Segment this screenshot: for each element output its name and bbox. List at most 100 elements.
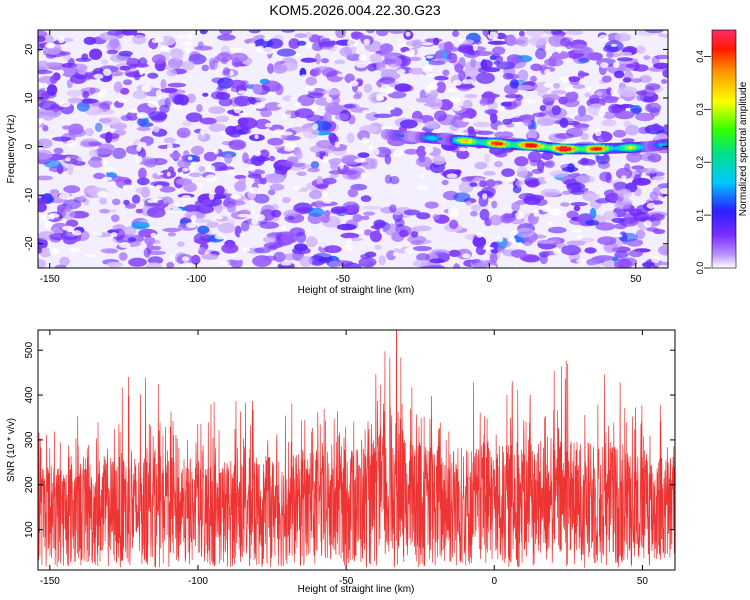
heatmap-cell [363, 38, 371, 46]
heatmap-cell [380, 51, 394, 58]
heatmap-cell [447, 88, 458, 92]
heatmap-cell [429, 258, 445, 264]
heatmap-cell [254, 151, 262, 157]
heatmap-cell [292, 186, 301, 191]
heatmap-cell [126, 57, 141, 68]
heatmap-cell [72, 230, 82, 236]
heatmap-cell [530, 63, 543, 72]
heatmap-y-tick-label: -10 [24, 187, 35, 202]
signal-track-mark [464, 139, 470, 143]
heatmap-cell [58, 70, 65, 75]
heatmap-cell [447, 207, 459, 215]
heatmap-cell [579, 127, 589, 132]
heatmap-cell [561, 245, 581, 256]
heatmap-cell [421, 42, 434, 46]
heatmap-cell [527, 151, 542, 163]
signal-track-mark [437, 137, 443, 141]
heatmap-cell [453, 169, 462, 175]
heatmap-cell [159, 186, 176, 193]
heatmap-cell [219, 261, 230, 265]
heatmap-cell [101, 158, 108, 166]
heatmap-cell [190, 254, 201, 265]
heatmap-cell [162, 227, 181, 233]
heatmap-cell [122, 184, 135, 189]
heatmap-cell [473, 121, 491, 128]
heatmap-cell [100, 59, 109, 65]
heatmap-cell [452, 79, 462, 86]
heatmap-cell [202, 92, 209, 97]
heatmap-cell [114, 123, 127, 131]
heatmap-cell [102, 68, 112, 76]
heatmap-cell [322, 155, 328, 164]
heatmap-cell [379, 228, 384, 234]
heatmap-cell [594, 263, 603, 268]
heatmap-cell [39, 100, 58, 111]
heatmap-cell [58, 101, 71, 108]
signal-track-mark [658, 143, 664, 147]
heatmap-cell [446, 173, 458, 179]
heatmap-cell [572, 43, 589, 54]
snr-y-tick-label: 500 [24, 341, 35, 358]
heatmap-cell [346, 132, 355, 144]
heatmap-cell [544, 68, 551, 76]
heatmap-cell [218, 97, 233, 107]
heatmap-cell [100, 248, 118, 254]
signal-track-mark [628, 146, 633, 150]
heatmap-cell [123, 79, 133, 86]
heatmap-cell [287, 215, 295, 221]
heatmap-cell [389, 176, 400, 185]
signal-track-mark [452, 138, 458, 142]
heatmap-cell [552, 247, 561, 255]
heatmap-cell [639, 75, 652, 83]
heatmap-cell [505, 34, 517, 47]
heatmap-cell [67, 163, 74, 176]
heatmap-cell [255, 97, 266, 102]
heatmap-cell [392, 251, 399, 257]
heatmap-cell [229, 70, 234, 77]
heatmap-cell [578, 171, 584, 175]
heatmap-cell [612, 61, 620, 68]
heatmap-cell [251, 217, 259, 226]
heatmap-cell [66, 89, 83, 97]
signal-track-mark [529, 144, 534, 147]
heatmap-cell [632, 177, 651, 186]
colorbar-tick-label: 0.1 [695, 209, 705, 222]
heatmap-cell [556, 46, 562, 54]
heatmap-cell [376, 30, 389, 37]
heatmap-cell [369, 230, 382, 243]
heatmap-cell [368, 144, 373, 151]
heatmap-cell [420, 259, 428, 267]
heatmap-cell [646, 102, 662, 114]
heatmap-cell [497, 236, 504, 243]
heatmap-cell [238, 112, 249, 116]
heatmap-frame [37, 29, 669, 269]
heatmap-cell [530, 75, 537, 83]
heatmap-cell [252, 83, 263, 95]
heatmap-cell [658, 265, 668, 268]
heatmap-cell [363, 83, 373, 93]
heatmap-cell [475, 130, 494, 135]
heatmap-cell [169, 253, 176, 261]
heatmap-cell [131, 194, 141, 204]
heatmap-cell [399, 229, 409, 238]
heatmap-cell [494, 161, 503, 168]
heatmap-cell [177, 34, 186, 40]
heatmap-cell [136, 112, 149, 119]
heatmap-cell [554, 133, 575, 139]
heatmap-cell [38, 90, 50, 101]
heatmap-cell [645, 83, 661, 91]
heatmap-cell [496, 61, 516, 70]
heatmap-cell [38, 149, 53, 160]
snr-panel: -150 -100 -50 0 50 100 200 300 400 500 Height of… [6, 329, 676, 595]
heatmap-cell [99, 208, 111, 214]
heatmap-cell [479, 180, 488, 188]
heatmap-cell [360, 172, 367, 179]
heatmap-cell [148, 111, 168, 121]
heatmap-cell [167, 232, 177, 237]
heatmap-cell [118, 252, 128, 261]
heatmap-cell [412, 225, 432, 232]
heatmap-y-label: Frequency (Hz) [6, 115, 17, 184]
heatmap-cell [150, 180, 170, 187]
heatmap-cell [38, 118, 42, 126]
heatmap-cell [272, 64, 288, 74]
